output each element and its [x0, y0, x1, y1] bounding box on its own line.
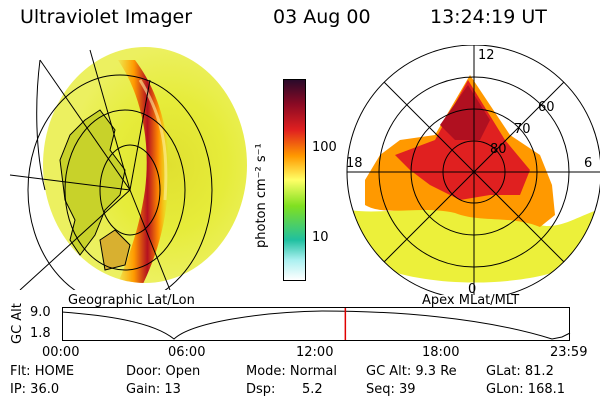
polar-plot: 12 18 6 0 60 70 80 [346, 45, 600, 295]
apex-label: Apex MLat/MLT [422, 293, 520, 308]
time-tick-1800: 18:00 [422, 345, 460, 360]
colorbar-tick-10: 10 [312, 230, 329, 245]
dsp-label: Dsp: [246, 382, 276, 397]
mlat-label-70: 70 [514, 122, 531, 137]
date-label: 03 Aug 00 [273, 6, 371, 28]
gain-status: Gain: 13 [126, 382, 181, 397]
geographic-image [9, 47, 247, 290]
auroral-oval [115, 60, 170, 283]
mode-status: Mode: Normal [246, 364, 337, 379]
mlat-grid [346, 45, 600, 295]
mlat-label-60: 60 [538, 100, 555, 115]
coastline [59, 109, 126, 256]
altitude-curve [62, 310, 571, 340]
altitude-ytick-9: 9.0 [30, 305, 51, 320]
colorbar [283, 79, 306, 281]
glat-status: GLat: 81.2 [486, 364, 554, 379]
mlt-label-0: 0 [468, 282, 476, 295]
flight-status: Flt: HOME [10, 364, 75, 379]
mlt-label-12: 12 [478, 48, 495, 63]
dsp-value: 5.2 [302, 382, 323, 397]
mlt-label-6: 6 [584, 156, 592, 171]
instrument-title: Ultraviolet Imager [20, 6, 193, 28]
door-status: Door: Open [126, 364, 201, 379]
colorbar-tick-100: 100 [312, 140, 337, 155]
altitude-plot [62, 307, 571, 341]
geographic-label: Geographic Lat/Lon [68, 293, 195, 308]
mlat-label-80: 80 [490, 142, 507, 157]
time-tick-2359: 23:59 [550, 345, 588, 360]
mlt-label-18: 18 [346, 156, 363, 171]
seq-status: Seq: 39 [366, 382, 416, 397]
altitude-ylabel: GC Alt [10, 303, 25, 344]
glon-status: GLon: 168.1 [486, 382, 566, 397]
time-label: 13:24:19 UT [430, 6, 547, 28]
time-tick-0600: 06:00 [168, 345, 206, 360]
lat-lon-grid [9, 49, 213, 290]
time-tick-1200: 12:00 [296, 345, 334, 360]
colorbar-unit-label: photon cm⁻² s⁻¹ [254, 143, 269, 248]
time-tick-0000: 00:00 [42, 345, 80, 360]
altitude-ytick-1-8: 1.8 [30, 326, 51, 341]
ip-status: IP: 36.0 [10, 382, 60, 397]
gc-alt-status: GC Alt: 9.3 Re [366, 364, 457, 379]
